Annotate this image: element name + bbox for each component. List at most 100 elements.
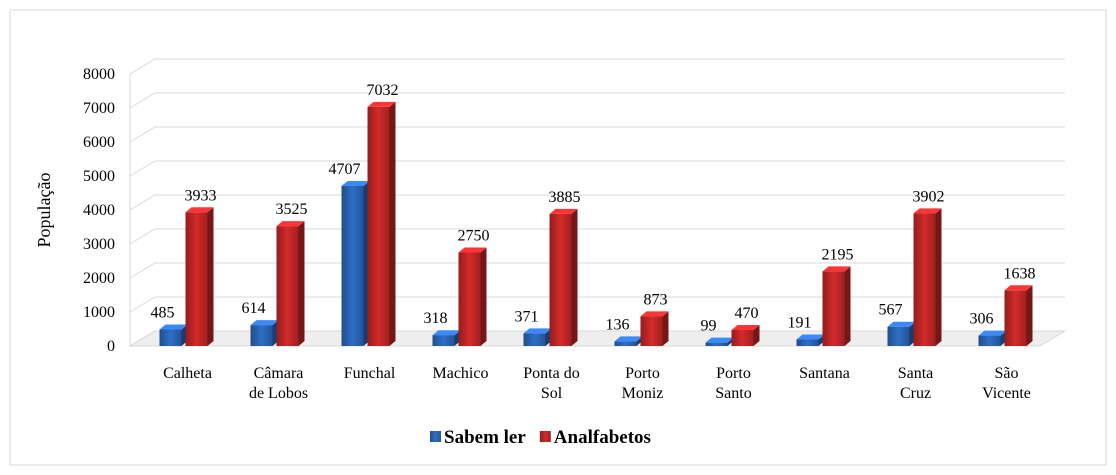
data-label: 306 — [970, 311, 994, 328]
bar-top — [796, 334, 825, 340]
bar — [549, 213, 572, 346]
data-label: 873 — [644, 291, 668, 308]
bar-top — [185, 207, 214, 213]
grid-line — [129, 296, 1065, 313]
data-label: 470 — [735, 305, 759, 322]
data-label: 136 — [606, 316, 630, 333]
data-label: 318 — [424, 310, 448, 327]
y-tick-label: 7000 — [83, 100, 115, 117]
bar — [614, 341, 637, 346]
y-tick-label: 0 — [107, 338, 115, 355]
data-label: 99 — [701, 318, 717, 335]
bar-side — [207, 207, 214, 346]
x-tick-label: Machico — [432, 365, 489, 382]
y-tick-label: 3000 — [83, 236, 115, 253]
bar-side — [389, 101, 396, 346]
data-label: 614 — [242, 300, 266, 317]
x-tick-label: Santa Cruz — [897, 365, 934, 402]
bar-side — [571, 208, 578, 346]
x-tick-label: São Vicente — [982, 365, 1031, 402]
data-label: 371 — [515, 308, 539, 325]
bar-top — [250, 320, 279, 326]
bar — [159, 329, 182, 346]
grid-line — [129, 126, 1065, 143]
bar-top — [367, 101, 396, 107]
bar — [705, 342, 728, 346]
bar-top — [159, 324, 188, 330]
bar-side — [662, 311, 669, 346]
bar-top — [913, 208, 942, 214]
data-label: 1638 — [1004, 265, 1036, 282]
bar-top — [341, 180, 370, 186]
bar-top — [978, 330, 1007, 336]
bar-side — [480, 247, 487, 346]
grid-line — [129, 160, 1065, 177]
legend-swatch — [539, 431, 551, 442]
bar — [887, 326, 910, 346]
bar-side — [844, 266, 851, 346]
bar — [731, 330, 754, 346]
legend-swatch — [430, 431, 441, 442]
bar-top — [614, 336, 643, 342]
data-label: 567 — [879, 302, 903, 319]
x-tick-label: Porto Moniz — [621, 365, 664, 402]
bar — [458, 252, 481, 346]
grid-line — [129, 58, 1065, 75]
bar-top — [276, 221, 305, 227]
legend-label: Sabem ler — [444, 427, 526, 448]
data-label: 485 — [151, 305, 175, 322]
bar — [341, 185, 364, 346]
bar — [822, 271, 845, 346]
bar-top — [887, 321, 916, 327]
data-label: 3525 — [276, 201, 308, 218]
bar-top — [1004, 285, 1033, 291]
bar — [796, 339, 819, 346]
grid-line — [129, 92, 1065, 109]
bar-top — [458, 247, 487, 253]
y-tick-label: 4000 — [83, 202, 115, 219]
bar-top — [549, 208, 578, 214]
bar — [913, 213, 936, 346]
data-label: 191 — [788, 315, 812, 332]
bar-top — [705, 337, 734, 343]
x-tick-label: Funchal — [343, 365, 396, 382]
bar-top — [822, 266, 851, 272]
y-tick-label: 5000 — [83, 168, 115, 185]
bar — [367, 106, 390, 346]
grid-line — [129, 228, 1065, 245]
grid-line — [129, 262, 1065, 279]
x-tick-label: Santana — [799, 365, 850, 382]
y-tick-label: 8000 — [83, 66, 115, 83]
bar-side — [935, 208, 942, 346]
data-label: 3933 — [185, 187, 217, 204]
legend-label: Analfabetos — [554, 427, 651, 448]
bar-top — [523, 328, 552, 334]
data-label: 2195 — [822, 246, 854, 263]
y-tick-label: 1000 — [83, 304, 115, 321]
bar — [978, 335, 1001, 346]
bar-side — [753, 325, 760, 346]
bar — [432, 335, 455, 346]
bar — [1004, 290, 1027, 346]
data-label: 3885 — [549, 189, 581, 206]
bar — [276, 226, 299, 346]
x-tick-label: Câmara de Lobos — [248, 365, 309, 402]
bar-top — [432, 330, 461, 336]
bar — [523, 333, 546, 346]
x-tick-label: Ponta do Sol — [523, 365, 580, 402]
bar-side — [298, 221, 305, 346]
bar-top — [640, 311, 669, 317]
y-axis-label: População — [34, 173, 54, 248]
grid-line — [129, 330, 1065, 347]
bar-side — [1026, 285, 1033, 346]
data-label: 7032 — [367, 82, 399, 99]
y-tick-label: 2000 — [83, 270, 115, 287]
bar — [250, 325, 273, 346]
bar-top — [731, 325, 760, 331]
grid-line — [129, 194, 1065, 211]
data-label: 4707 — [329, 161, 361, 178]
x-tick-label: Calheta — [163, 365, 212, 382]
y-tick-label: 6000 — [83, 134, 115, 151]
